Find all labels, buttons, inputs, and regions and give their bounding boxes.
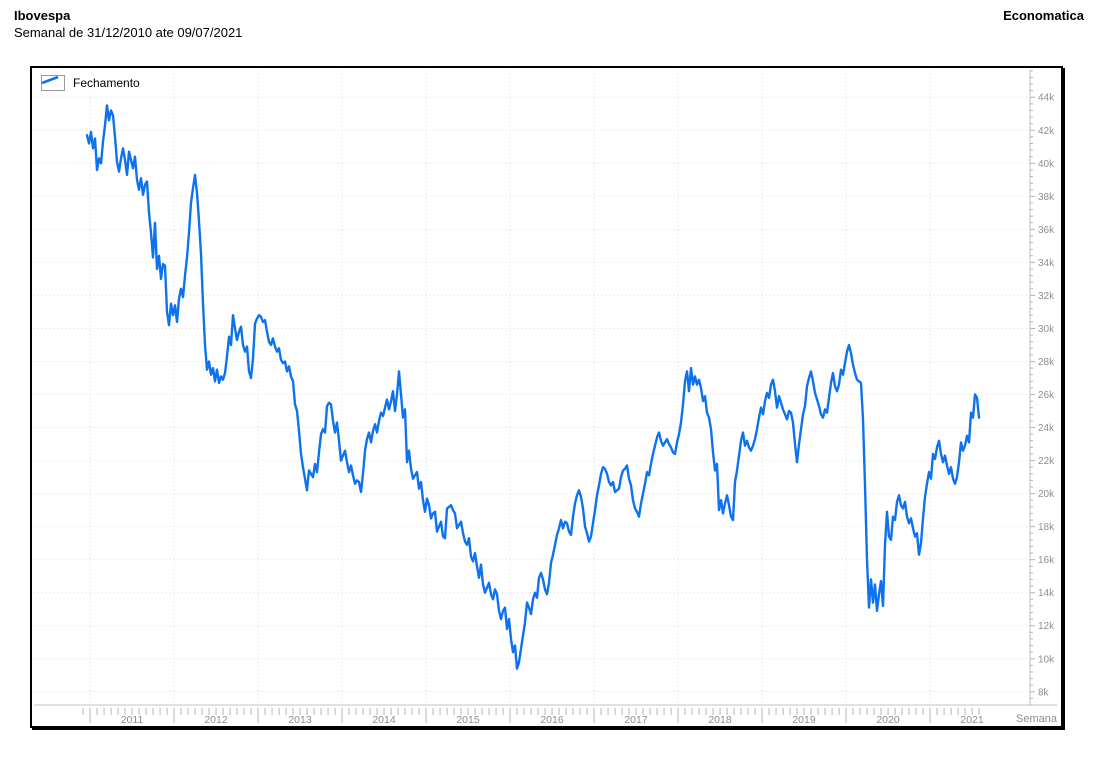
x-axis-label: 2018 [708,714,732,726]
fechamento-line [85,104,981,670]
x-axis-label: 2014 [372,714,396,726]
page-subtitle: Semanal de 31/12/2010 ate 09/07/2021 [14,25,243,40]
y-axis-label: 36k [1038,225,1055,236]
y-axis-label: 38k [1038,192,1055,203]
y-axis-label: 40k [1038,159,1055,170]
legend: Fechamento [40,74,144,92]
price-chart: 8k 10k 12k 14k 16k 18k 20k 22k 24k 26k 28k 30k 32k 34… [34,70,1058,726]
y-axis-label: 32k [1038,291,1055,302]
brand-label: Economatica [1003,8,1084,23]
y-axis-label: 34k [1038,258,1055,269]
x-axis-label: 2016 [540,714,564,726]
x-axis-label: 2011 [121,714,144,726]
x-axis-label: 2020 [876,714,900,726]
y-axis-label: 30k [1038,324,1055,335]
line-series-icon [41,75,65,91]
page-title: Ibovespa [14,8,71,23]
y-axis-label: 10k [1038,654,1055,665]
y-axis-label: 44k [1038,93,1055,104]
x-axis-label: 2019 [792,714,816,726]
y-axis-label: 20k [1038,489,1055,500]
y-axis-label: 24k [1038,423,1055,434]
chart-frame: 8k 10k 12k 14k 16k 18k 20k 22k 24k 26k 28k 30k 32k 34… [30,66,1063,728]
x-axis-label: 2021 [960,714,984,726]
legend-line-swatch [41,75,59,85]
legend-label: Fechamento [73,76,140,90]
y-axis-label: 22k [1038,456,1055,467]
x-axis-label: 2015 [456,714,480,726]
y-axis-label: 42k [1038,126,1055,137]
y-axis-label: 8k [1038,687,1050,698]
y-axis-label: 14k [1038,588,1055,599]
x-axis-label: 2017 [624,714,648,726]
y-axis-label: 16k [1038,555,1055,566]
x-axis-title: Semana [1016,713,1058,725]
y-axis-label: 12k [1038,621,1055,632]
y-axis-label: 28k [1038,357,1055,368]
x-axis-label: 2013 [288,714,312,726]
y-axis-label: 26k [1038,390,1055,401]
y-axis-label: 18k [1038,522,1055,533]
x-axis-label: 2012 [204,714,228,726]
